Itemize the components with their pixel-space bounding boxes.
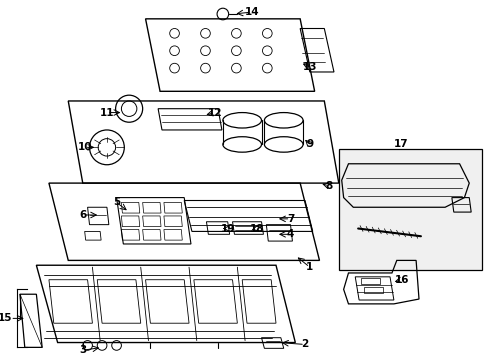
Text: 16: 16 [393, 275, 408, 285]
Text: 18: 18 [249, 224, 264, 234]
Text: 14: 14 [244, 7, 259, 17]
Text: 17: 17 [393, 139, 408, 149]
Text: 11: 11 [100, 108, 114, 118]
Text: 10: 10 [77, 142, 92, 152]
Text: 1: 1 [305, 262, 313, 272]
Text: 5: 5 [113, 197, 120, 207]
Text: 12: 12 [207, 108, 222, 118]
Text: 2: 2 [301, 339, 308, 350]
Bar [363, 287, 383, 293]
Text: 6: 6 [79, 210, 86, 220]
Text: 3: 3 [79, 345, 86, 355]
Bar [360, 278, 380, 284]
Text: 19: 19 [220, 224, 234, 234]
Text: 8: 8 [325, 181, 332, 191]
Text: 4: 4 [286, 229, 294, 239]
Bar [338, 149, 481, 270]
Text: 13: 13 [302, 62, 316, 72]
Text: 7: 7 [286, 214, 294, 224]
Text: 9: 9 [305, 139, 313, 149]
Text: 15: 15 [0, 313, 13, 323]
